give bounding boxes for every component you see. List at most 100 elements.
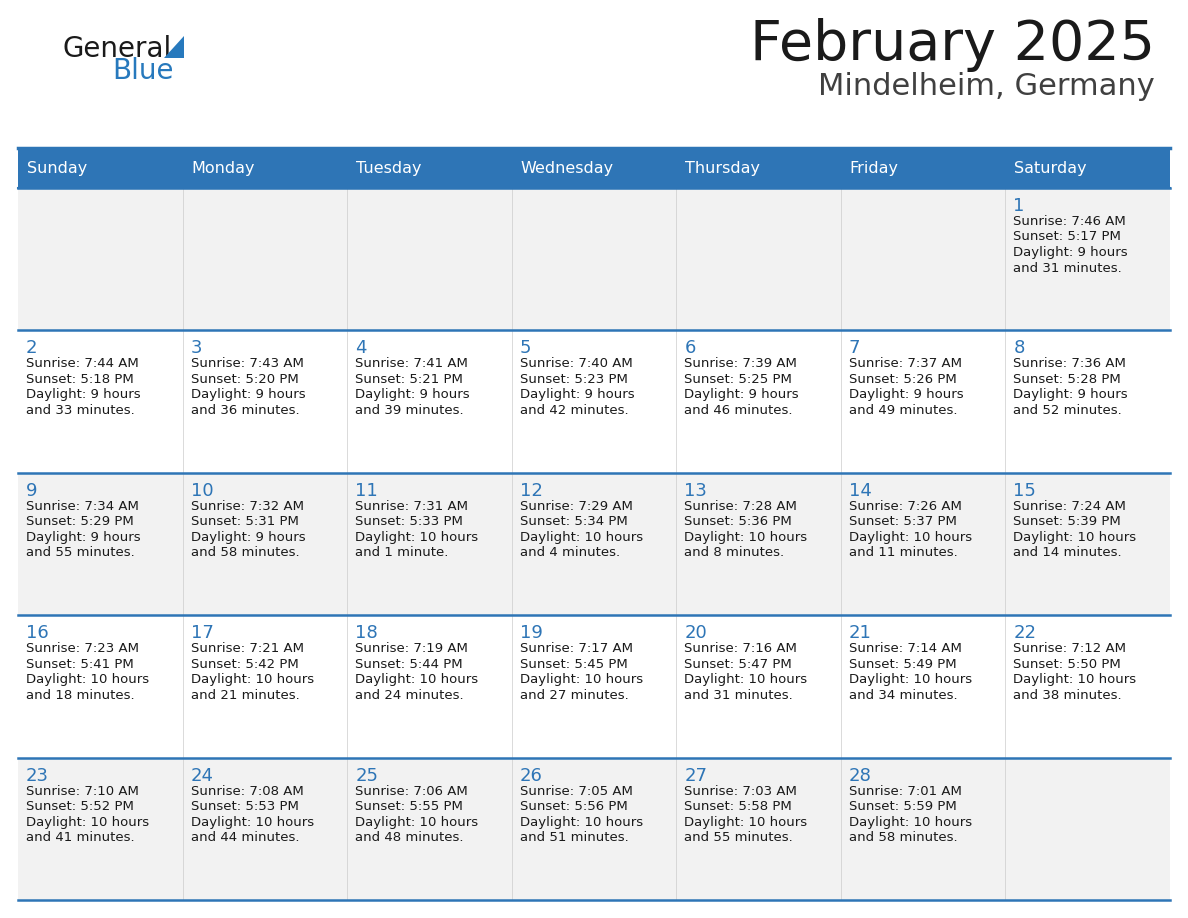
Text: Daylight: 9 hours: Daylight: 9 hours (849, 388, 963, 401)
Text: 5: 5 (519, 340, 531, 357)
Text: 15: 15 (1013, 482, 1036, 499)
Text: Daylight: 10 hours: Daylight: 10 hours (849, 531, 972, 543)
Text: Sunset: 5:37 PM: Sunset: 5:37 PM (849, 515, 956, 528)
Text: Daylight: 9 hours: Daylight: 9 hours (519, 388, 634, 401)
Text: Daylight: 9 hours: Daylight: 9 hours (1013, 388, 1129, 401)
Text: Daylight: 10 hours: Daylight: 10 hours (849, 815, 972, 829)
Text: Sunset: 5:59 PM: Sunset: 5:59 PM (849, 800, 956, 813)
Text: and 11 minutes.: and 11 minutes. (849, 546, 958, 559)
Text: Sunset: 5:42 PM: Sunset: 5:42 PM (190, 657, 298, 671)
Bar (18, 473, 1170, 615)
Text: and 4 minutes.: and 4 minutes. (519, 546, 620, 559)
Text: and 39 minutes.: and 39 minutes. (355, 404, 463, 417)
Text: Sunrise: 7:37 AM: Sunrise: 7:37 AM (849, 357, 962, 370)
Text: Sunset: 5:17 PM: Sunset: 5:17 PM (1013, 230, 1121, 243)
Bar (18, 615, 1170, 757)
Text: 12: 12 (519, 482, 543, 499)
Polygon shape (164, 36, 184, 58)
Text: Sunrise: 7:03 AM: Sunrise: 7:03 AM (684, 785, 797, 798)
Text: 25: 25 (355, 767, 378, 785)
Text: 11: 11 (355, 482, 378, 499)
Text: Daylight: 10 hours: Daylight: 10 hours (1013, 531, 1137, 543)
Text: and 55 minutes.: and 55 minutes. (684, 831, 794, 844)
Text: Daylight: 10 hours: Daylight: 10 hours (519, 531, 643, 543)
Text: 20: 20 (684, 624, 707, 643)
Text: Sunset: 5:55 PM: Sunset: 5:55 PM (355, 800, 463, 813)
Text: Sunset: 5:23 PM: Sunset: 5:23 PM (519, 373, 627, 386)
Text: Sunrise: 7:41 AM: Sunrise: 7:41 AM (355, 357, 468, 370)
Text: 6: 6 (684, 340, 696, 357)
Text: Thursday: Thursday (685, 162, 760, 176)
Text: Daylight: 9 hours: Daylight: 9 hours (355, 388, 469, 401)
Text: and 1 minute.: and 1 minute. (355, 546, 449, 559)
Text: 16: 16 (26, 624, 49, 643)
Text: 8: 8 (1013, 340, 1025, 357)
Text: Sunrise: 7:01 AM: Sunrise: 7:01 AM (849, 785, 962, 798)
Text: 21: 21 (849, 624, 872, 643)
Text: 27: 27 (684, 767, 707, 785)
Text: Daylight: 10 hours: Daylight: 10 hours (190, 815, 314, 829)
Text: 3: 3 (190, 340, 202, 357)
Text: Sunrise: 7:26 AM: Sunrise: 7:26 AM (849, 499, 962, 513)
Text: 17: 17 (190, 624, 214, 643)
Text: Sunrise: 7:19 AM: Sunrise: 7:19 AM (355, 643, 468, 655)
Text: and 38 minutes.: and 38 minutes. (1013, 688, 1121, 701)
Text: 22: 22 (1013, 624, 1036, 643)
Text: Sunset: 5:36 PM: Sunset: 5:36 PM (684, 515, 792, 528)
Text: Daylight: 9 hours: Daylight: 9 hours (1013, 246, 1129, 259)
Text: Daylight: 10 hours: Daylight: 10 hours (519, 673, 643, 686)
Text: Wednesday: Wednesday (520, 162, 614, 176)
Text: and 24 minutes.: and 24 minutes. (355, 688, 463, 701)
Text: Daylight: 10 hours: Daylight: 10 hours (684, 815, 808, 829)
Text: 24: 24 (190, 767, 214, 785)
Text: Daylight: 10 hours: Daylight: 10 hours (1013, 673, 1137, 686)
Text: Saturday: Saturday (1015, 162, 1087, 176)
Text: and 31 minutes.: and 31 minutes. (1013, 262, 1123, 274)
Text: and 31 minutes.: and 31 minutes. (684, 688, 794, 701)
Text: Sunrise: 7:12 AM: Sunrise: 7:12 AM (1013, 643, 1126, 655)
Text: Sunrise: 7:39 AM: Sunrise: 7:39 AM (684, 357, 797, 370)
Text: Daylight: 10 hours: Daylight: 10 hours (684, 673, 808, 686)
Text: Sunset: 5:34 PM: Sunset: 5:34 PM (519, 515, 627, 528)
Text: Sunset: 5:31 PM: Sunset: 5:31 PM (190, 515, 298, 528)
Text: and 48 minutes.: and 48 minutes. (355, 831, 463, 844)
Text: Sunset: 5:50 PM: Sunset: 5:50 PM (1013, 657, 1121, 671)
Text: 14: 14 (849, 482, 872, 499)
Text: Daylight: 10 hours: Daylight: 10 hours (190, 673, 314, 686)
Bar (18, 150, 1170, 188)
Text: Daylight: 9 hours: Daylight: 9 hours (190, 388, 305, 401)
Text: 26: 26 (519, 767, 543, 785)
Text: Sunset: 5:29 PM: Sunset: 5:29 PM (26, 515, 134, 528)
Text: Daylight: 10 hours: Daylight: 10 hours (849, 673, 972, 686)
Text: Sunset: 5:47 PM: Sunset: 5:47 PM (684, 657, 792, 671)
Text: Sunset: 5:21 PM: Sunset: 5:21 PM (355, 373, 463, 386)
Text: Daylight: 10 hours: Daylight: 10 hours (26, 673, 150, 686)
Text: February 2025: February 2025 (750, 18, 1155, 72)
Text: Sunset: 5:58 PM: Sunset: 5:58 PM (684, 800, 792, 813)
Text: 19: 19 (519, 624, 543, 643)
Text: Sunset: 5:20 PM: Sunset: 5:20 PM (190, 373, 298, 386)
Text: Daylight: 10 hours: Daylight: 10 hours (355, 531, 479, 543)
Text: Daylight: 10 hours: Daylight: 10 hours (355, 815, 479, 829)
Bar (18, 188, 1170, 330)
Text: Sunrise: 7:40 AM: Sunrise: 7:40 AM (519, 357, 632, 370)
Text: Sunset: 5:45 PM: Sunset: 5:45 PM (519, 657, 627, 671)
Text: Daylight: 10 hours: Daylight: 10 hours (26, 815, 150, 829)
Text: Tuesday: Tuesday (356, 162, 422, 176)
Text: and 33 minutes.: and 33 minutes. (26, 404, 134, 417)
Text: and 58 minutes.: and 58 minutes. (849, 831, 958, 844)
Text: Sunset: 5:49 PM: Sunset: 5:49 PM (849, 657, 956, 671)
Text: Sunset: 5:44 PM: Sunset: 5:44 PM (355, 657, 463, 671)
Text: Blue: Blue (112, 57, 173, 85)
Text: Sunset: 5:56 PM: Sunset: 5:56 PM (519, 800, 627, 813)
Text: and 58 minutes.: and 58 minutes. (190, 546, 299, 559)
Text: Daylight: 9 hours: Daylight: 9 hours (26, 531, 140, 543)
Text: 9: 9 (26, 482, 38, 499)
Text: and 49 minutes.: and 49 minutes. (849, 404, 958, 417)
Text: Sunday: Sunday (27, 162, 87, 176)
Text: Sunrise: 7:06 AM: Sunrise: 7:06 AM (355, 785, 468, 798)
Text: 4: 4 (355, 340, 367, 357)
Text: 1: 1 (1013, 197, 1025, 215)
Text: Daylight: 10 hours: Daylight: 10 hours (355, 673, 479, 686)
Text: and 8 minutes.: and 8 minutes. (684, 546, 784, 559)
